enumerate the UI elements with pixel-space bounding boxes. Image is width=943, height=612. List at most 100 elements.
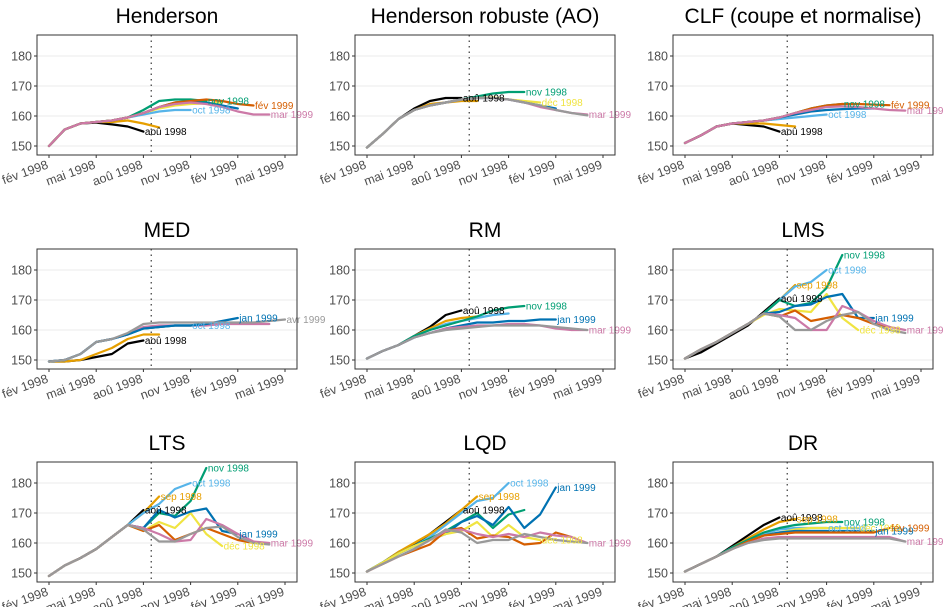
series-line-aou-1998 [683,122,781,145]
series-label: aoû 1998 [781,294,823,305]
series-label: oct 1998 [192,321,231,332]
y-tick-label: 150 [11,567,32,581]
series-label: fév 1999 [891,101,930,112]
series-label: oct 1998 [828,266,867,277]
series-line-sep-1998 [365,495,479,573]
series-labels: aoû 1998 sep 1998 oct 1998 nov 1998 déc 1998… [145,464,314,553]
series-label: fév 1999 [891,524,930,535]
series-lines [683,516,907,573]
series-label: fév 1999 [255,101,294,112]
series-line-sep-1998 [683,122,797,145]
x-tick-label: mai 1998 [362,158,415,189]
y-tick-label: 180 [329,477,350,491]
x-tick-label: fév 1999 [189,372,239,402]
x-tick-label: mai 1998 [680,372,733,403]
x-tick-label: mai 1999 [551,585,604,607]
y-tick-label: 150 [11,140,32,154]
x-tick-label: aoû 1998 [91,585,145,607]
y-tick-label: 160 [11,324,32,338]
y-tick-label: 150 [329,567,350,581]
panel-frame [36,461,298,583]
y-tick-label: 180 [329,50,350,64]
series-label: jan 1999 [874,314,914,325]
y-tick-label: 150 [647,567,668,581]
series-line-aou-1998 [47,121,145,148]
series-label: mar 1999 [589,539,632,550]
series-label: nov 1998 [844,518,886,529]
series-label: sep 1998 [479,492,521,503]
y-tick-label: 170 [11,80,32,94]
series-line-jan-1999 [47,507,239,578]
y-tick-label: 150 [647,140,668,154]
x-tick-label: fév 1998 [0,158,50,188]
y-tick-label: 180 [647,477,668,491]
x-tick-label: nov 1998 [457,372,510,403]
series-line-nov-1998 [683,253,844,360]
series-line-sep-1998 [47,333,161,363]
panel-frame [672,34,934,156]
series-line-mar-1999 [365,322,589,360]
panel-clf-coupe-et-normalise: CLF (coupe et normalise) aoû 1998 oct 1998… [636,5,943,189]
x-tick-label: fév 1998 [318,372,368,402]
x-tick-label: mai 1998 [44,158,97,189]
series-label: mar 1999 [271,539,314,550]
series-label: aoû 1998 [463,506,505,517]
y-tick-label: 170 [11,507,32,521]
x-tick-label: mai 1999 [233,158,286,189]
x-tick-label: mai 1998 [680,158,733,189]
series-label: aoû 1998 [781,127,823,138]
series-label: mar 1999 [907,326,943,337]
panel-title: CLF (coupe et normalise) [685,5,922,28]
x-tick-label: fév 1999 [825,372,875,402]
y-tick-label: 150 [329,140,350,154]
y-tick-label: 170 [647,294,668,308]
x-tick-label: fév 1998 [0,585,50,607]
panel-title: Henderson robuste (AO) [371,5,600,28]
panel-title: LTS [149,432,186,455]
panel-frame [672,248,934,370]
panel-lms: LMS aoû 1998 sep 1998 oct 1998 nov 1998 déc 1… [636,219,943,403]
x-tick-label: aoû 1998 [409,158,463,189]
series-label: mar 1999 [271,110,314,121]
panel-lts: LTS aoû 1998 sep 1998 oct 1998 nov 1998 déc 1… [0,432,314,612]
series-label: oct 1998 [510,479,549,490]
series-line-avr-1999 [365,96,589,149]
series-line-mar-1999 [47,101,271,148]
x-tick-label: fév 1999 [825,158,875,188]
series-line-dec-1998 [47,511,224,578]
y-tick-label: 160 [329,110,350,124]
y-tick-label: 180 [329,264,350,278]
x-tick-label: fév 1998 [318,585,368,607]
x-tick-label: mai 1998 [44,372,97,403]
y-tick-label: 180 [647,264,668,278]
series-label: nov 1998 [844,100,886,111]
x-tick-label: aoû 1998 [91,372,145,403]
panel-title: MED [144,219,191,242]
x-tick-label: fév 1999 [189,158,239,188]
series-line-mar-1999 [683,105,907,145]
series-labels: aoû 1998 sep 1998 oct 1998 jan 1999 déc 1998… [463,479,632,550]
x-tick-label: mai 1998 [362,372,415,403]
y-tick-label: 170 [647,507,668,521]
series-line-aou-1998 [683,516,781,573]
x-tick-label: aoû 1998 [409,372,463,403]
x-tick-label: aoû 1998 [91,158,145,189]
series-label: jan 1999 [556,315,596,326]
x-tick-label: fév 1998 [636,585,686,607]
series-lines [683,253,907,360]
series-line-sep-1998 [365,315,479,360]
y-tick-label: 170 [329,507,350,521]
series-line-aou-1998 [47,339,145,363]
x-tick-label: fév 1999 [507,372,557,402]
series-label: sep 1998 [797,515,839,526]
series-lines [47,98,271,148]
panel-title: Henderson [116,5,219,28]
x-tick-label: mai 1999 [233,585,286,607]
series-label: déc 1998 [542,536,584,547]
